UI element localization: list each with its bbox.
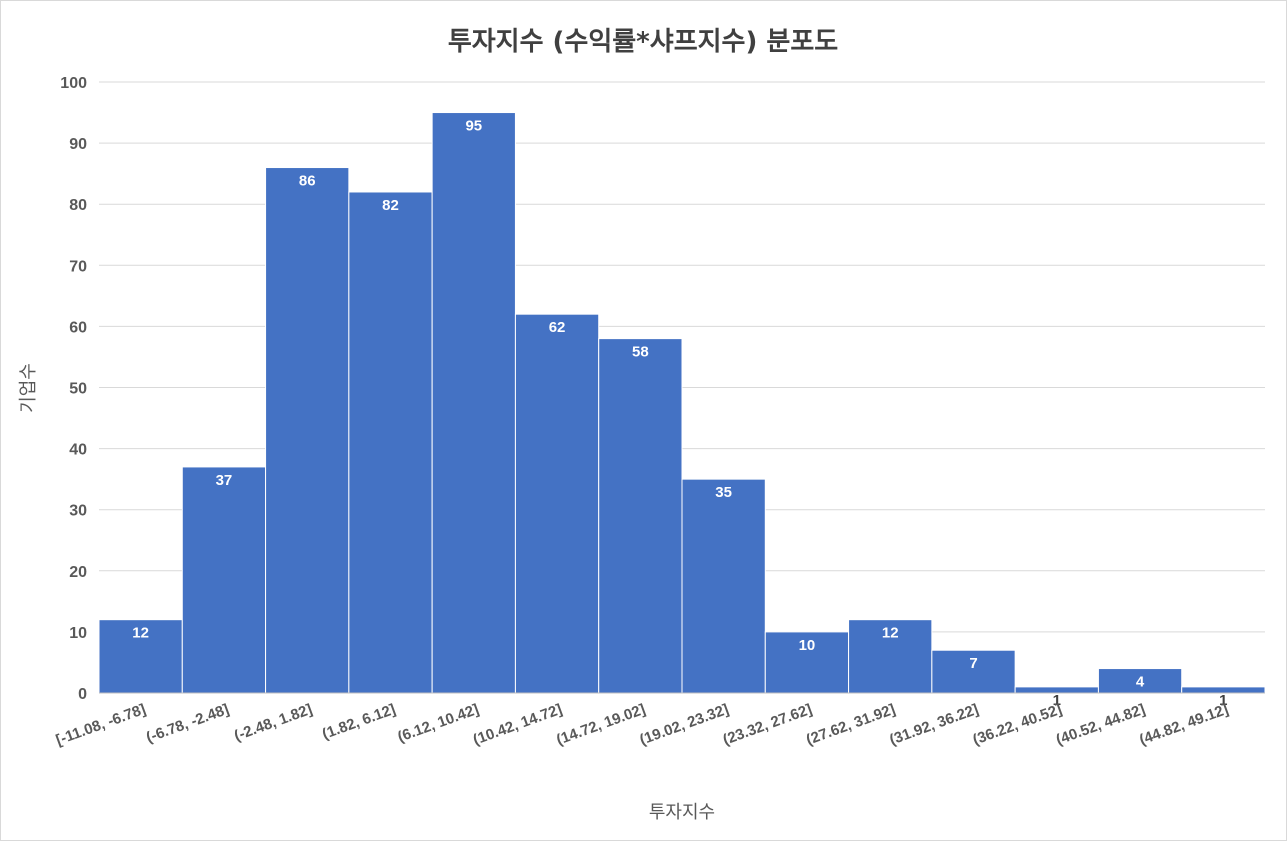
x-tick-label: (19.02, 23.32] xyxy=(637,701,731,749)
bar-value-label: 37 xyxy=(216,472,233,489)
y-tick-label: 60 xyxy=(69,319,87,336)
y-tick-label: 0 xyxy=(78,686,87,703)
x-tick-label: (23.32, 27.62] xyxy=(721,701,815,749)
x-tick-label: (44.82, 49.12] xyxy=(1137,701,1231,749)
bars xyxy=(98,112,1266,694)
y-tick-label: 70 xyxy=(69,258,87,275)
x-tick-label: (-2.48, 1.82] xyxy=(232,701,315,745)
histogram-bar xyxy=(598,338,683,694)
y-tick-label: 50 xyxy=(69,381,87,398)
data-labels: 12 37 86 82 95 62 58 35 10 12 7 1 4 1 xyxy=(132,118,1227,709)
bar-value-label: 1 xyxy=(1219,692,1227,709)
x-tick-label: (1.82, 6.12] xyxy=(320,701,398,743)
bar-value-label: 86 xyxy=(299,173,316,190)
x-axis-label: 투자지수 xyxy=(649,802,715,823)
histogram-bar xyxy=(931,649,1016,694)
histogram-bar xyxy=(848,619,933,694)
y-tick-label: 40 xyxy=(69,442,87,459)
x-tick-label: (40.52, 44.82] xyxy=(1054,701,1148,749)
histogram-bar xyxy=(265,167,350,694)
bar-value-label: 12 xyxy=(132,625,149,642)
y-tick-label: 100 xyxy=(60,75,87,92)
x-tick-label: (14.72, 19.02] xyxy=(554,701,648,749)
y-tick-label: 80 xyxy=(69,197,87,214)
histogram-bar xyxy=(431,112,516,694)
x-tick-label: [-11.08, -6.78] xyxy=(54,701,148,749)
histogram-bar xyxy=(181,466,267,694)
x-tick-label: (36.22, 40.52] xyxy=(971,701,1065,749)
histogram-bar xyxy=(514,313,600,694)
chart-title: 투자지수 (수익률*샤프지수) 분포도 xyxy=(448,27,838,57)
bar-value-label: 1 xyxy=(1053,692,1061,709)
x-tick-label: (6.12, 10.42] xyxy=(395,701,481,746)
y-tick-label: 20 xyxy=(69,564,87,581)
x-tick-label: (31.92, 36.22] xyxy=(887,701,981,749)
x-tick-label: (10.42, 14.72] xyxy=(471,701,565,749)
bar-value-label: 7 xyxy=(969,655,977,672)
bar-value-label: 58 xyxy=(632,344,649,361)
y-axis-label: 기업수 xyxy=(18,363,39,413)
y-tick-label: 90 xyxy=(69,136,87,153)
bar-value-label: 12 xyxy=(882,625,899,642)
bar-value-label: 4 xyxy=(1136,674,1145,691)
histogram-bar xyxy=(1097,668,1183,694)
bar-value-label: 82 xyxy=(382,197,399,214)
bar-value-label: 10 xyxy=(799,637,816,654)
x-axis-ticks: [-11.08, -6.78](-6.78, -2.48] (-2.48, 1.8… xyxy=(54,701,1231,749)
histogram-bar xyxy=(98,619,183,694)
bar-value-label: 95 xyxy=(465,118,482,135)
bar-value-label: 35 xyxy=(715,484,732,501)
y-axis-ticks: 0 10 20 30 40 50 60 70 80 90 100 xyxy=(60,75,87,703)
histogram-bar xyxy=(681,478,766,694)
histogram-bar xyxy=(348,191,433,694)
bar-value-label: 62 xyxy=(549,319,566,336)
y-tick-label: 30 xyxy=(69,503,87,520)
x-tick-label: (27.62, 31.92] xyxy=(804,701,898,749)
y-tick-label: 10 xyxy=(69,625,87,642)
x-tick-label: (-6.78, -2.48] xyxy=(144,701,231,747)
